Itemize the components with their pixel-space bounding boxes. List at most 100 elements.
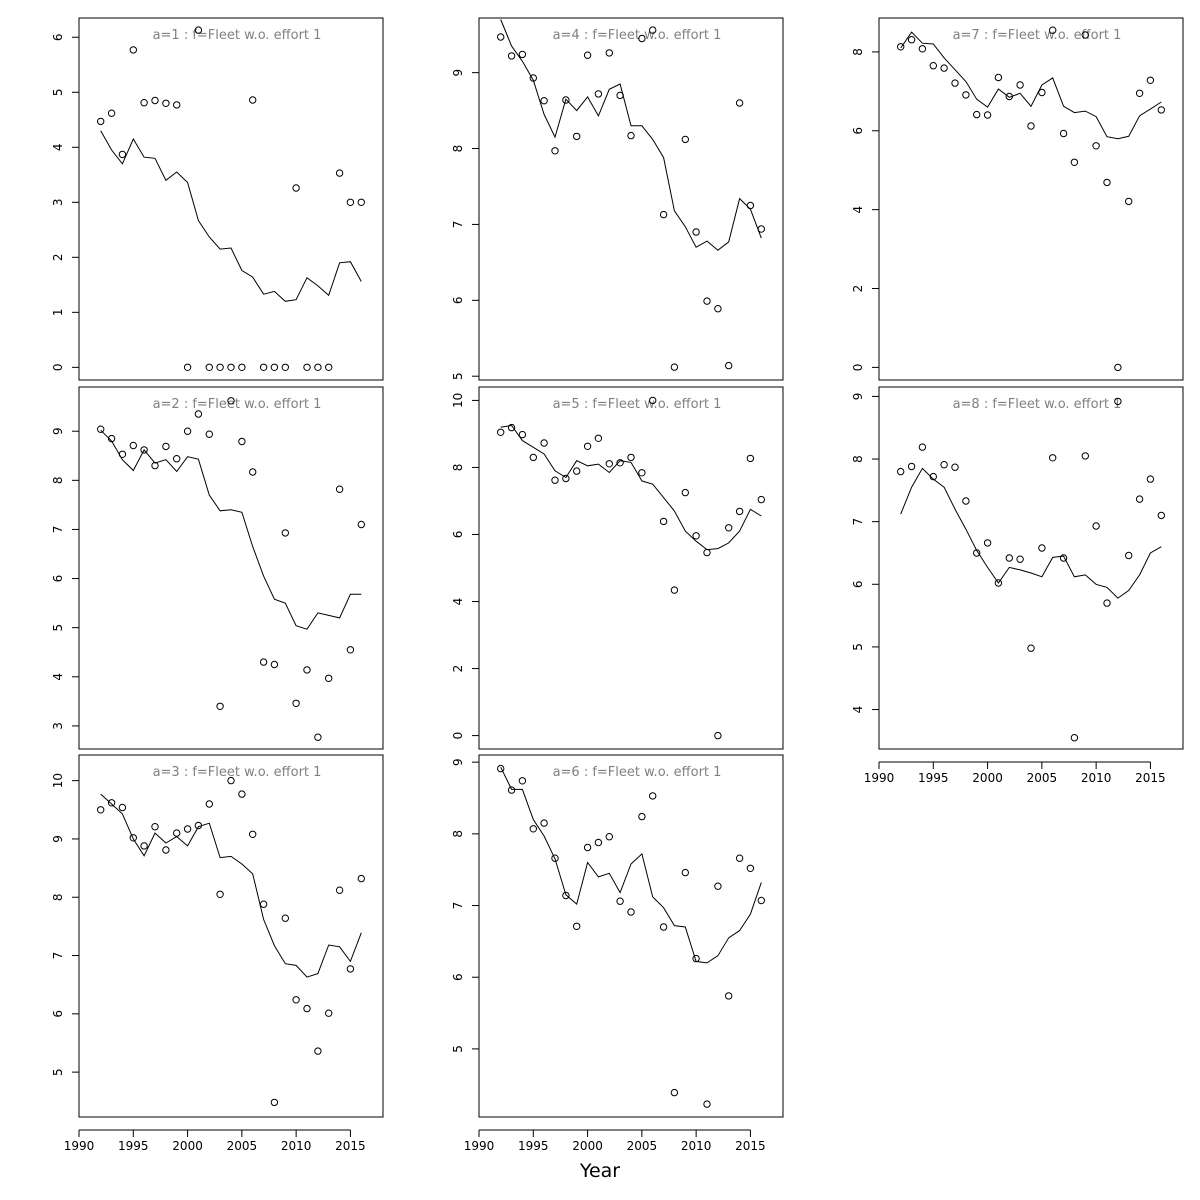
observed-point	[1005, 554, 1013, 562]
observed-point	[605, 460, 613, 468]
y-tick-label: 6	[51, 1010, 65, 1018]
observed-point	[573, 467, 581, 475]
observed-point	[1049, 26, 1057, 34]
observed-point	[238, 363, 246, 371]
observed-point	[292, 184, 300, 192]
observed-point	[703, 548, 711, 557]
observed-point	[173, 101, 181, 109]
observed-point	[1081, 452, 1090, 460]
observed-point	[940, 64, 948, 72]
observed-point	[227, 363, 235, 371]
observed-point	[649, 792, 657, 800]
y-tick-label: 10	[451, 393, 465, 408]
panel-title: a=4 : f=Fleet w.o. effort 1	[553, 28, 722, 43]
y-tick-label: 5	[51, 88, 65, 96]
observed-point	[940, 461, 948, 469]
observed-point	[140, 842, 148, 850]
y-tick-label: 5	[451, 1045, 465, 1053]
y-tick-label: 7	[851, 518, 865, 526]
observed-point	[107, 434, 116, 443]
observed-point	[303, 666, 311, 674]
observed-point	[962, 497, 970, 505]
observed-point	[194, 410, 203, 418]
observed-point	[216, 890, 224, 898]
observed-point	[605, 49, 613, 57]
observed-point	[97, 425, 105, 433]
observed-point	[118, 450, 127, 458]
x-tick-label: 2000	[972, 771, 1003, 785]
y-tick-label: 4	[851, 706, 865, 714]
y-tick-label: 0	[51, 364, 65, 372]
observed-point	[249, 830, 257, 838]
x-tick-label: 1990	[64, 1139, 95, 1153]
observed-point	[907, 462, 916, 471]
observed-point	[529, 74, 537, 82]
observed-point	[714, 731, 722, 740]
observed-point	[562, 474, 570, 483]
observed-point	[1103, 178, 1111, 187]
observed-point	[659, 923, 668, 931]
observed-point	[605, 833, 613, 841]
observed-point	[107, 799, 116, 807]
panel-title: a=1 : f=Fleet w.o. effort 1	[153, 28, 322, 43]
observed-point	[616, 459, 624, 467]
y-tick-label: 9	[451, 758, 465, 766]
observed-point	[227, 397, 235, 405]
observed-point	[249, 96, 257, 104]
panel-a6: a=6 : f=Fleet w.o. effort 1 5 6 7 8 9 1990 1995…	[451, 754, 784, 1153]
observed-point	[929, 472, 937, 481]
plot-frame	[78, 17, 384, 381]
observed-point	[140, 99, 148, 107]
y-tick-label: 3	[51, 722, 65, 730]
fitted-line	[500, 766, 762, 964]
observed-point	[659, 210, 668, 219]
observed-point	[518, 50, 527, 59]
observed-point	[1059, 129, 1068, 138]
y-tick-label: 7	[51, 952, 65, 960]
observed-point	[151, 823, 159, 831]
observed-point	[281, 914, 289, 922]
observed-point	[238, 790, 246, 798]
observed-point	[292, 699, 300, 707]
observed-point	[1081, 31, 1090, 39]
observed-point	[638, 34, 646, 43]
fitted-line	[900, 31, 1162, 140]
x-axis-label: Year	[579, 1160, 621, 1182]
plot-frame	[78, 754, 384, 1118]
observed-point	[573, 922, 581, 930]
observed-point	[551, 476, 559, 484]
observed-point	[973, 549, 981, 557]
y-tick-label: 5	[51, 624, 65, 632]
y-tick-label: 9	[51, 835, 65, 843]
observed-point	[594, 434, 603, 442]
observed-point	[897, 467, 905, 476]
observed-point	[1070, 158, 1079, 167]
y-tick-label: 7	[451, 221, 465, 229]
plot-frame	[78, 386, 384, 750]
observed-point	[1016, 81, 1024, 89]
observed-point	[627, 453, 635, 462]
x-tick-label: 2010	[281, 1139, 312, 1153]
observed-point	[205, 800, 214, 808]
observed-point	[735, 99, 744, 107]
observed-point	[1092, 142, 1100, 150]
observed-point	[562, 96, 570, 104]
x-tick-label: 2005	[227, 1139, 258, 1153]
panel-title: a=6 : f=Fleet w.o. effort 1	[553, 765, 722, 780]
y-tick-label: 6	[51, 575, 65, 583]
x-tick-label: 1995	[118, 1139, 149, 1153]
observed-point	[194, 26, 203, 34]
observed-point	[129, 441, 138, 450]
observed-point	[507, 786, 516, 794]
observed-point	[346, 646, 355, 654]
observed-point	[529, 825, 537, 833]
y-tick-label: 4	[51, 673, 65, 681]
observed-point	[994, 73, 1003, 82]
x-tick-label: 1995	[518, 1139, 549, 1153]
y-tick-label: 8	[51, 477, 65, 485]
observed-point	[1146, 76, 1155, 85]
y-tick-label: 1	[51, 309, 65, 317]
y-tick-label: 6	[451, 973, 465, 981]
observed-point	[1070, 734, 1079, 742]
observed-point	[649, 26, 657, 34]
